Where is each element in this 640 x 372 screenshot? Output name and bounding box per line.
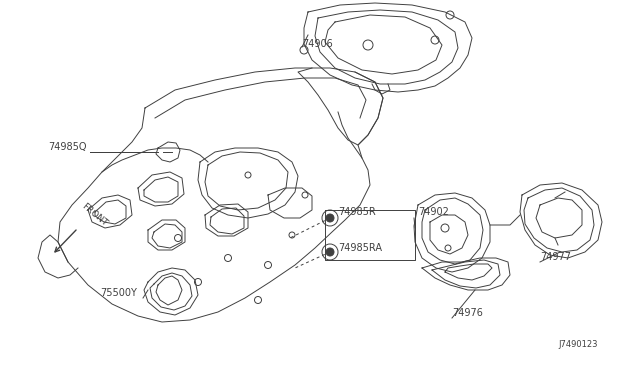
Text: 74985R: 74985R — [338, 207, 376, 217]
Text: 74902: 74902 — [418, 207, 449, 217]
Text: 74985RA: 74985RA — [338, 243, 382, 253]
Text: 75500Y: 75500Y — [100, 288, 137, 298]
Text: 74976: 74976 — [452, 308, 483, 318]
Text: 74985Q: 74985Q — [48, 142, 86, 152]
Text: 74906: 74906 — [302, 39, 333, 49]
Text: 74977: 74977 — [540, 252, 571, 262]
Circle shape — [326, 214, 334, 222]
Circle shape — [326, 248, 334, 256]
Text: FRONT: FRONT — [80, 202, 109, 228]
Text: J7490123: J7490123 — [558, 340, 598, 349]
